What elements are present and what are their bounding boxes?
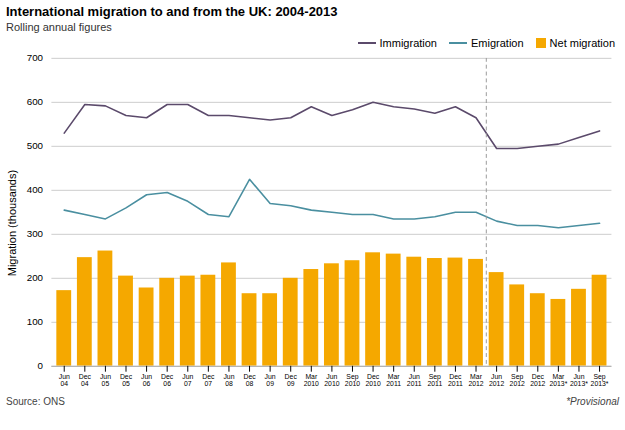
html-text:Migration (thousands): Migration (thousands) xyxy=(6,169,18,276)
svg-text:Dec06: Dec06 xyxy=(161,373,174,387)
svg-text:Dec04: Dec04 xyxy=(78,373,91,387)
svg-text:200: 200 xyxy=(26,272,43,283)
svg-text:Jun05: Jun05 xyxy=(100,373,111,387)
svg-text:Dec2011: Dec2011 xyxy=(448,373,463,387)
svg-text:Sep2012: Sep2012 xyxy=(509,373,524,387)
svg-text:500: 500 xyxy=(26,140,43,151)
svg-text:Mar2012: Mar2012 xyxy=(468,373,483,387)
svg-text:Jun08: Jun08 xyxy=(223,373,234,387)
svg-text:Jun2010: Jun2010 xyxy=(324,373,339,387)
html-text:International migration to and: International migration to and from the … xyxy=(6,4,338,19)
svg-text:Jun04: Jun04 xyxy=(58,373,69,387)
svg-text:Dec2010: Dec2010 xyxy=(365,373,380,387)
svg-text:Sep2013*: Sep2013* xyxy=(590,373,608,387)
svg-text:Jun07: Jun07 xyxy=(182,373,193,387)
html-text:Immigration: Immigration xyxy=(379,37,437,49)
svg-text:Dec05: Dec05 xyxy=(120,373,133,387)
html-text:*Provisional: *Provisional xyxy=(566,396,619,408)
svg-text:Jun09: Jun09 xyxy=(264,373,275,387)
svg-text:Dec09: Dec09 xyxy=(284,373,297,387)
html-text:Emigration: Emigration xyxy=(471,37,524,49)
svg-text:600: 600 xyxy=(26,96,43,107)
svg-text:Mar2011: Mar2011 xyxy=(386,373,401,387)
svg-text:300: 300 xyxy=(26,228,43,239)
svg-text:Dec08: Dec08 xyxy=(243,373,256,387)
svg-text:Jun2012: Jun2012 xyxy=(489,373,504,387)
svg-text:Mar2013*: Mar2013* xyxy=(549,373,567,387)
svg-text:Sep2011: Sep2011 xyxy=(427,373,442,387)
svg-text:100: 100 xyxy=(26,316,43,327)
svg-text:700: 700 xyxy=(26,52,43,63)
svg-text:Sep2010: Sep2010 xyxy=(345,373,360,387)
html-text:Rolling annual figures: Rolling annual figures xyxy=(6,21,112,33)
svg-text:400: 400 xyxy=(26,184,43,195)
svg-text:Jun2013*: Jun2013* xyxy=(570,373,588,387)
svg-text:Jun06: Jun06 xyxy=(141,373,152,387)
svg-text:Dec2012: Dec2012 xyxy=(530,373,545,387)
html-text:Net migration: Net migration xyxy=(549,37,615,49)
svg-text:0: 0 xyxy=(37,360,43,371)
svg-text:Mar2010: Mar2010 xyxy=(303,373,318,387)
html-text:Source: ONS: Source: ONS xyxy=(6,396,65,408)
svg-text:Dec07: Dec07 xyxy=(202,373,215,387)
svg-text:Jun2011: Jun2011 xyxy=(407,373,422,387)
